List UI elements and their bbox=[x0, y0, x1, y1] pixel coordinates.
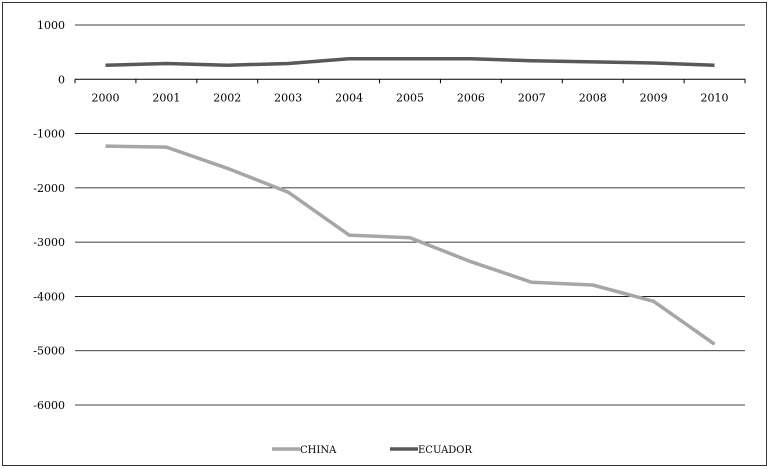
data-point-ecuador bbox=[286, 62, 290, 66]
legend-label-china: CHINA bbox=[300, 445, 337, 456]
series-lines bbox=[103, 56, 717, 346]
data-point-china bbox=[469, 260, 473, 264]
data-point-ecuador bbox=[652, 61, 656, 65]
data-point-ecuador bbox=[225, 63, 229, 67]
data-point-china bbox=[652, 299, 656, 303]
data-point-ecuador bbox=[530, 59, 534, 63]
y-tick-label: -1000 bbox=[33, 128, 65, 141]
data-point-china bbox=[713, 342, 717, 346]
gridlines bbox=[75, 24, 745, 406]
data-point-china bbox=[530, 280, 534, 284]
x-tick-label: 2009 bbox=[640, 91, 668, 104]
data-point-china bbox=[164, 145, 168, 149]
y-tick-label: 0 bbox=[58, 73, 65, 86]
data-point-ecuador bbox=[469, 57, 473, 61]
data-point-china bbox=[225, 166, 229, 170]
x-tick-label: 2008 bbox=[579, 91, 607, 104]
x-tick-label: 2006 bbox=[457, 91, 485, 104]
legend-label-ecuador: ECUADOR bbox=[418, 445, 473, 456]
series-line-china bbox=[105, 144, 716, 346]
y-tick-label: 1000 bbox=[37, 19, 65, 32]
data-point-china bbox=[408, 236, 412, 240]
data-point-china bbox=[286, 190, 290, 194]
y-tick-label: -3000 bbox=[33, 236, 65, 249]
legend: CHINA ECUADOR bbox=[272, 445, 473, 456]
y-tick-label: -6000 bbox=[33, 399, 65, 412]
x-tick-label: 2004 bbox=[335, 91, 363, 104]
y-tick-label: -2000 bbox=[33, 182, 65, 195]
data-point-china bbox=[591, 283, 595, 287]
x-tick-label: 2007 bbox=[518, 91, 546, 104]
x-tick-label: 2005 bbox=[396, 91, 424, 104]
x-axis: 2000 2001 2002 2003 2004 2005 2006 2007 2008 2009… bbox=[74, 78, 746, 104]
x-tick-label: 2002 bbox=[213, 91, 241, 104]
data-point-ecuador bbox=[103, 63, 107, 67]
x-tick-label: 2001 bbox=[152, 91, 180, 104]
data-point-ecuador bbox=[591, 60, 595, 64]
data-point-ecuador bbox=[164, 62, 168, 66]
data-point-ecuador bbox=[408, 57, 412, 61]
x-tick-label: 2003 bbox=[274, 91, 302, 104]
data-point-china bbox=[103, 144, 107, 148]
x-tick-label: 2010 bbox=[701, 91, 729, 104]
x-tick-label: 2000 bbox=[91, 91, 119, 104]
data-point-ecuador bbox=[347, 57, 351, 61]
y-tick-label: -4000 bbox=[33, 290, 65, 303]
data-point-china bbox=[347, 233, 351, 237]
y-tick-label: -5000 bbox=[33, 345, 65, 358]
y-axis: 1000 0 -1000 -2000 -3000 -4000 -5000 -6000 bbox=[33, 19, 65, 412]
series-line-ecuador bbox=[105, 56, 715, 67]
data-point-ecuador bbox=[713, 63, 717, 67]
